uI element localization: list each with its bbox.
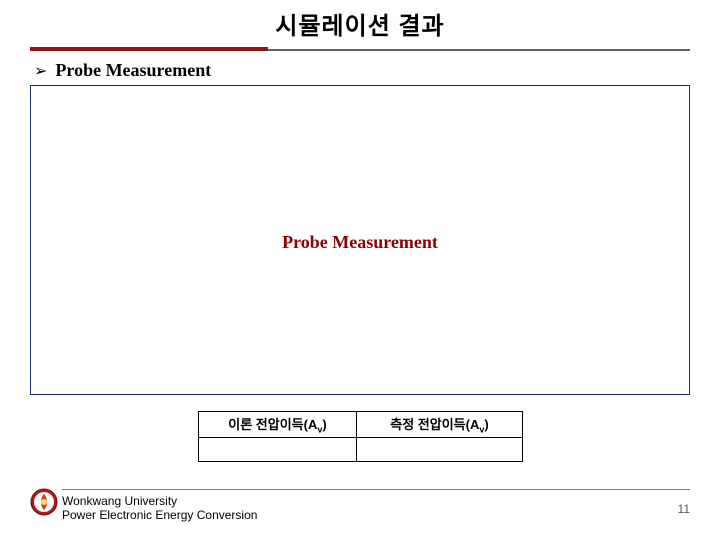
table-cell-theory [199,437,357,461]
page-number: 11 [678,502,690,516]
table-header-measured: 측정 전압이득(Av) [357,412,523,438]
footer-line2: Power Electronic Energy Conversion [62,508,257,522]
th-prefix: 이론 전압이득(A [228,417,317,432]
slide: 시뮬레이션 결과 ➢ Probe Measurement Probe Measu… [0,0,720,540]
th-prefix: 측정 전압이득(A [390,417,479,432]
footer-line1: Wonkwang University [62,494,257,508]
section-heading-text: Probe Measurement [55,60,211,81]
gain-table: 이론 전압이득(Av) 측정 전압이득(Av) [198,411,523,462]
university-logo-icon [30,488,58,516]
table-row [199,437,523,461]
footer-affiliation: Wonkwang University Power Electronic Ene… [62,494,257,522]
table-row: 이론 전압이득(Av) 측정 전압이득(Av) [199,412,523,438]
th-suffix: ) [322,417,326,432]
table-header-theory: 이론 전압이득(Av) [199,412,357,438]
title-rule-accent [30,47,268,51]
content-placeholder-label: Probe Measurement [30,232,690,253]
arrow-icon: ➢ [34,61,47,81]
th-suffix: ) [484,417,488,432]
footer-rule [62,489,690,490]
title-rule [268,49,690,51]
section-heading: ➢ Probe Measurement [34,60,211,81]
page-title: 시뮬레이션 결과 [0,6,720,41]
table-cell-measured [357,437,523,461]
